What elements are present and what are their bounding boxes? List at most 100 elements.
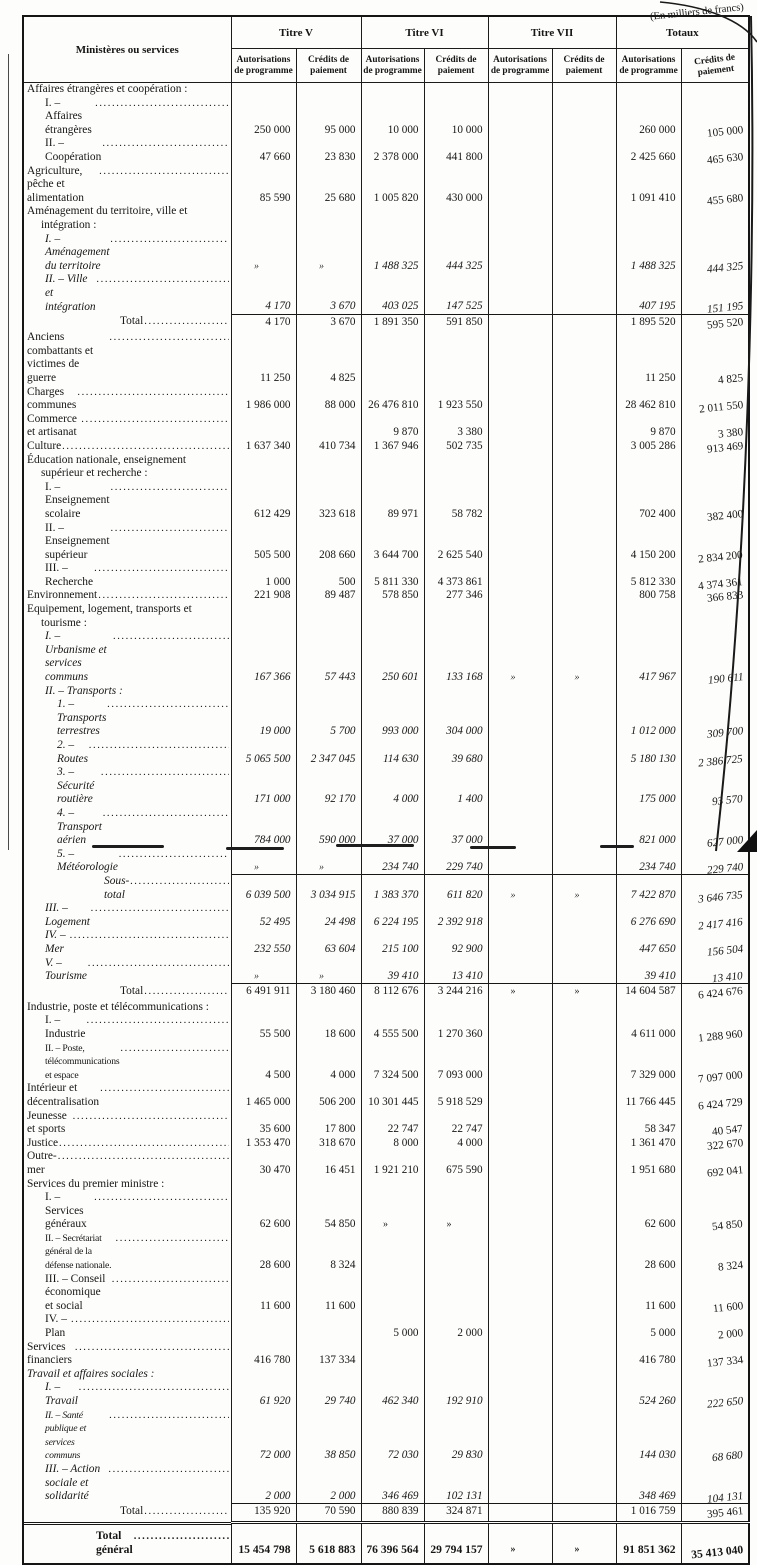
cell: » [295,232,362,274]
cell: 114 630 [360,739,425,767]
cell [360,331,425,386]
cell: 192 910 [423,1381,489,1409]
cell: 29 794 157 [423,1520,489,1564]
cell: 2 625 540 [423,521,489,563]
cell: 26 476 810 [360,385,425,413]
cell-value: 4 825 [717,372,744,387]
cell [615,684,682,699]
row-label: Commerce et artisanat [24,413,231,440]
leader-dots [88,957,229,971]
cell [551,1340,617,1368]
cell [487,385,553,413]
cell [487,137,553,165]
cell: 5 812 330 [615,562,682,590]
cell: 3 646 735 [680,874,750,905]
cell: 348 469 [615,1462,682,1504]
cell: 5 000 [360,1313,425,1341]
leader-dots [109,331,228,345]
leader-dots [81,413,228,427]
row-label: Total général [24,1522,231,1562]
cell: 5 180 130 [615,739,682,767]
leader-dots [91,902,229,916]
cell [423,1231,489,1273]
cell: 578 850 [360,589,425,604]
cell [295,1313,362,1341]
cell [487,412,553,440]
scan-corner-mark [737,830,757,852]
cell [487,1340,553,1368]
row-label: Charges communes [24,386,231,413]
row-label: Culture [24,440,231,454]
cell [551,232,617,274]
cell [551,453,617,481]
cell: 11 600 [615,1272,682,1314]
cell: 17 800 [295,1109,362,1137]
cell: 4 825 [680,331,750,387]
cell [487,739,553,767]
col-header-totaux: Totaux [615,15,750,49]
cell [551,739,617,767]
row-label: IV. – Plan [24,1313,231,1340]
row-label: I. – Affaires étrangères [24,97,231,138]
row-label-text: Agriculture, pêche et alimentation [27,164,84,204]
cell: 4 825 [295,331,362,386]
cell [230,1367,296,1382]
leader-dots [116,1232,229,1246]
cell [295,603,362,631]
cell: 2 000 [423,1313,489,1341]
cell: 993 000 [360,698,425,739]
cell: 37 000 [360,806,425,848]
cell [230,453,296,481]
scan-artifact [92,845,164,848]
cell [360,453,425,481]
leader-dots [111,233,229,247]
cell [487,1014,553,1042]
row-label-text: II. – Poste, télécommunications et espac… [45,1042,120,1081]
cell: 2 417 416 [680,902,750,932]
cell: 4 170 [230,313,296,332]
cell [360,603,425,631]
cell: 1 637 340 [230,439,296,454]
cell: 1 465 000 [230,1082,296,1110]
cell: 232 550 [230,929,296,957]
cell: 1 383 370 [360,874,425,903]
row-label-text: Sous-total [104,874,130,901]
cell [487,1191,553,1232]
cell [551,684,617,699]
row-label-text: Total [120,1504,144,1517]
cell: 208 660 [295,521,362,563]
cell: 10 000 [423,96,489,138]
cell [551,96,617,138]
cell [423,684,489,699]
row-label-text: III. – Action sociale et solidarité [45,1462,101,1503]
cell: 93 570 [680,766,750,809]
cell: 11 766 445 [615,1082,682,1110]
cell: 880 839 [360,1503,425,1523]
cell: 11 600 [680,1272,750,1315]
cell: 1 012 000 [615,698,682,739]
row-label: 1. – Transports terrestres [24,698,231,739]
cell [551,902,617,930]
cell [551,562,617,590]
cell: 1 270 360 [423,1014,489,1042]
cell [487,1503,553,1523]
cell [551,273,617,315]
cell [487,589,553,604]
row-label-text: Justice [27,1136,59,1149]
cell [551,1367,617,1382]
cell: 167 366 [230,630,296,685]
cell: 1 091 410 [615,164,682,206]
row-label-text: Services du premier ministre : [27,1177,165,1190]
table-row: III. – Action sociale et solidarité 2 000… [23,1462,750,1505]
table-row: Travail et affaires sociales : [23,1367,750,1382]
leader-dots [98,589,228,603]
cell: 2 000 [295,1462,362,1504]
cell: 7 422 870 [615,874,682,903]
leader-dots [120,1042,228,1056]
cell: 105 000 [680,96,750,140]
